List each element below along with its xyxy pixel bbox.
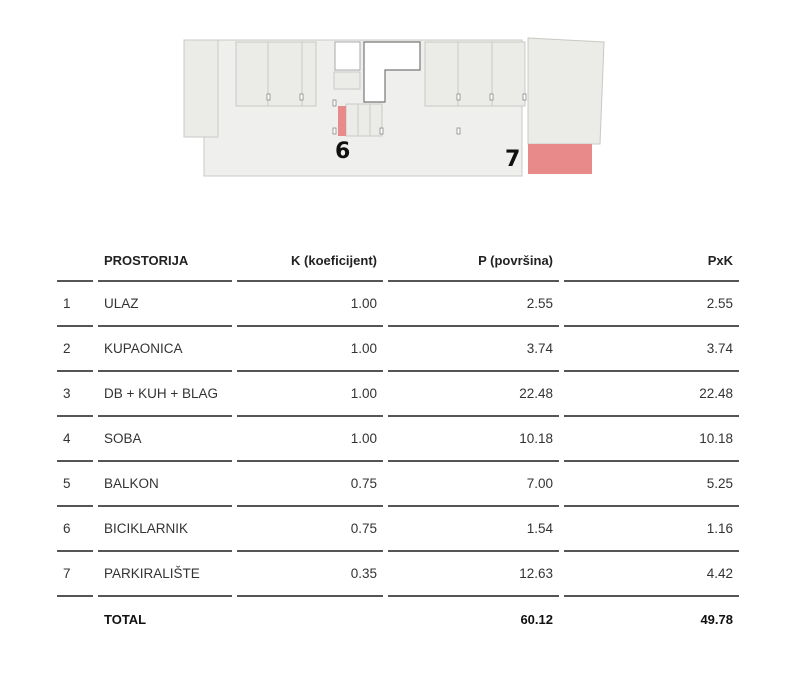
row-p: 10.18 <box>388 417 559 462</box>
row-name: DB + KUH + BLAG <box>98 372 232 417</box>
total-label: TOTAL <box>104 612 147 627</box>
row-k: 1.00 <box>237 372 383 417</box>
row-p: 7.00 <box>388 462 559 507</box>
row-k: 1.00 <box>237 282 383 327</box>
table-header: PROSTORIJA K (koeficijent) P (površina) … <box>57 240 739 282</box>
row-k: 0.35 <box>237 552 383 597</box>
plan-label-7: 7 <box>505 147 520 172</box>
total-row: TOTAL 60.12 49.78 <box>57 597 739 642</box>
row-name: BALKON <box>98 462 232 507</box>
row-k: 1.00 <box>237 327 383 372</box>
highlight-parkiraliste <box>528 144 592 174</box>
area-table: PROSTORIJA K (koeficijent) P (površina) … <box>52 240 744 642</box>
row-pxk: 10.18 <box>564 417 739 462</box>
row-pxk: 2.55 <box>564 282 739 327</box>
table-row: 6 BICIKLARNIK 0.75 1.54 1.16 <box>57 507 739 552</box>
row-p: 3.74 <box>388 327 559 372</box>
header-pxk: PxK <box>564 240 739 282</box>
row-pxk: 1.16 <box>564 507 739 552</box>
row-pxk: 4.42 <box>564 552 739 597</box>
row-name: SOBA <box>98 417 232 462</box>
table-row: 5 BALKON 0.75 7.00 5.25 <box>57 462 739 507</box>
row-name: PARKIRALIŠTE <box>98 552 232 597</box>
row-pxk: 5.25 <box>564 462 739 507</box>
row-p: 22.48 <box>388 372 559 417</box>
header-k: K (koeficijent) <box>237 240 383 282</box>
plan-label-6: 6 <box>335 139 350 164</box>
row-p: 1.54 <box>388 507 559 552</box>
highlight-biciklarnik <box>338 106 346 136</box>
floor-plan: 6 7 <box>183 37 605 177</box>
header-p: P (površina) <box>388 240 559 282</box>
table-row: 3 DB + KUH + BLAG 1.00 22.48 22.48 <box>57 372 739 417</box>
row-pxk: 3.74 <box>564 327 739 372</box>
row-number: 3 <box>57 372 93 417</box>
row-name: ULAZ <box>98 282 232 327</box>
row-name: KUPAONICA <box>98 327 232 372</box>
row-number: 7 <box>57 552 93 597</box>
row-number: 4 <box>57 417 93 462</box>
table-row: 7 PARKIRALIŠTE 0.35 12.63 4.42 <box>57 552 739 597</box>
total-p: 60.12 <box>520 612 553 627</box>
row-number: 1 <box>57 282 93 327</box>
header-prostorija: PROSTORIJA <box>98 240 232 282</box>
table-row: 4 SOBA 1.00 10.18 10.18 <box>57 417 739 462</box>
header-no <box>57 240 93 282</box>
row-k: 1.00 <box>237 417 383 462</box>
table-row: 1 ULAZ 1.00 2.55 2.55 <box>57 282 739 327</box>
row-k: 0.75 <box>237 507 383 552</box>
row-number: 2 <box>57 327 93 372</box>
row-number: 5 <box>57 462 93 507</box>
row-name: BICIKLARNIK <box>98 507 232 552</box>
row-number: 6 <box>57 507 93 552</box>
row-p: 12.63 <box>388 552 559 597</box>
table-row: 2 KUPAONICA 1.00 3.74 3.74 <box>57 327 739 372</box>
row-p: 2.55 <box>388 282 559 327</box>
total-pxk: 49.78 <box>700 612 733 627</box>
row-k: 0.75 <box>237 462 383 507</box>
row-pxk: 22.48 <box>564 372 739 417</box>
